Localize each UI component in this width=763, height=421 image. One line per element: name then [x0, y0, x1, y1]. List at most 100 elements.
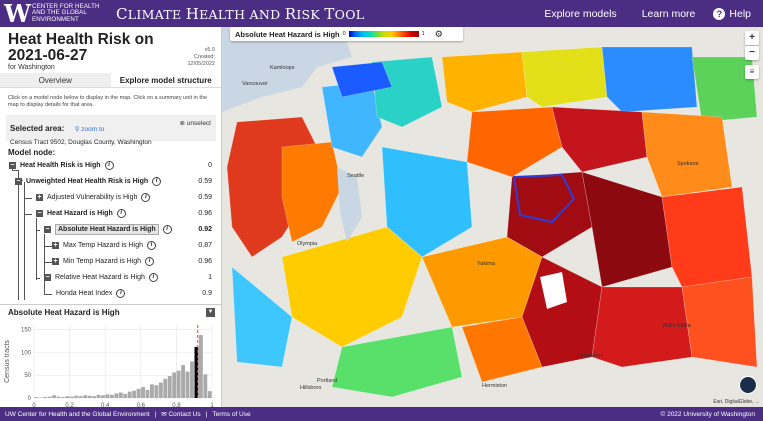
histogram-bar — [198, 335, 203, 398]
panel-header: Heat Health Risk on 2021-06-27 for Washi… — [0, 27, 221, 72]
histogram-bar — [74, 395, 79, 398]
version-info: v5.0 Created: 12/05/2022 — [187, 47, 215, 68]
basemap-toggle-button[interactable] — [739, 376, 757, 394]
y-tick-label: 50 — [24, 373, 31, 379]
histogram-bar — [167, 376, 172, 398]
selected-area-label: Selected area: — [10, 124, 65, 133]
tree-node[interactable]: + Adjusted Vulnerability is High i 0.59 — [36, 191, 221, 203]
terms-link[interactable]: Terms of Use — [212, 410, 251, 418]
collapse-icon[interactable]: − — [15, 177, 22, 185]
tree-node-label[interactable]: Unweighted Heat Health Risk is High — [26, 177, 149, 185]
map-place-label: Yakima — [477, 261, 496, 267]
map-view[interactable]: Kamloops Vancouver Spokane Seattle Olympia Ya… — [222, 27, 763, 407]
histogram-bar — [150, 384, 154, 398]
top-bar: W CENTER FOR HEALTH AND THE GLOBAL ENVIR… — [0, 0, 763, 27]
info-icon[interactable]: i — [116, 208, 126, 218]
info-icon[interactable]: i — [147, 240, 157, 250]
legend-title: Absolute Heat Hazard is High — [235, 29, 340, 39]
collapse-icon[interactable]: − — [44, 225, 51, 233]
title-part: H — [185, 4, 200, 23]
tree-node-label[interactable]: Min Temp Hazard is High — [63, 257, 142, 265]
tab-overview[interactable]: Overview — [0, 73, 111, 87]
histogram-panel: Absolute Heat Hazard is High ▼ 0 50 100 150… — [0, 304, 221, 407]
unselect-button[interactable]: ⊗ unselect — [180, 119, 211, 127]
histogram-bar — [141, 387, 145, 398]
tree-node[interactable]: − Unweighted Heat Health Risk is High i 0.5… — [15, 175, 221, 187]
tract-patch — [381, 146, 473, 258]
created-label: Created: — [193, 54, 215, 60]
tract-patch — [466, 106, 563, 178]
zoom-in-button[interactable]: + — [745, 31, 759, 45]
help-button[interactable]: ? Help — [713, 7, 751, 20]
tree-node-label[interactable]: Max Temp Hazard is High — [63, 241, 144, 249]
nav-explore-models[interactable]: Explore models — [544, 7, 617, 20]
expand-icon[interactable]: + — [52, 257, 59, 265]
tree-node-value: 1 — [208, 273, 212, 281]
info-icon[interactable]: i — [104, 160, 114, 170]
zoom-to-link[interactable]: ⚲ zoom to — [75, 126, 105, 133]
tree-node[interactable]: + Min Temp Hazard is High i 0.96 — [52, 255, 221, 267]
tree-node[interactable]: − Relative Heat Hazard is High i 1 — [44, 271, 221, 283]
tract-patch — [331, 61, 393, 98]
model-node-heading: Model node: — [8, 148, 56, 157]
histogram-bar — [127, 391, 132, 398]
histogram-bar — [69, 396, 74, 398]
tract-patch — [461, 316, 543, 383]
y-tick-label: 0 — [28, 396, 32, 402]
footer: UW Center for Health and the Global Envi… — [0, 407, 763, 421]
tree-node-label[interactable]: Relative Heat Hazard is High — [55, 273, 145, 281]
histogram-bar — [185, 371, 190, 398]
y-tick-label: 150 — [21, 328, 32, 334]
collapse-icon[interactable]: − — [9, 161, 16, 169]
tree-node[interactable]: + Max Temp Hazard is High i 0.87 — [52, 239, 221, 251]
tree-node-value: 0.59 — [198, 177, 212, 185]
tree-node-label[interactable]: Adjusted Vulnerability is High — [47, 193, 138, 201]
histogram-bar — [96, 394, 101, 398]
info-icon[interactable]: i — [152, 176, 162, 186]
histogram-bar — [47, 396, 52, 398]
tree-node-label[interactable]: Absolute Heat Hazard is High — [55, 223, 159, 235]
info-icon[interactable]: i — [141, 192, 151, 202]
tract-patch — [231, 266, 293, 368]
map-place-label: Olympia — [297, 241, 318, 247]
tree-node-value: 0.96 — [198, 257, 212, 265]
uw-logo[interactable]: W — [4, 0, 31, 28]
zoom-to-label: zoom to — [81, 126, 105, 133]
tree-node-label[interactable]: Heat Hazard is High — [47, 209, 113, 217]
layers-icon[interactable]: ≡ — [745, 65, 759, 79]
tract-patch — [551, 106, 648, 173]
collapse-icon[interactable]: − — [36, 209, 43, 217]
collapse-icon[interactable]: − — [44, 273, 51, 281]
tract-patch — [441, 51, 528, 113]
info-icon[interactable]: i — [116, 288, 126, 298]
histogram-bar — [34, 397, 39, 398]
title-part: T — [324, 4, 335, 23]
expand-icon[interactable]: + — [52, 241, 59, 249]
choropleth-map[interactable]: Kamloops Vancouver Spokane Seattle Olympia Ya… — [222, 27, 763, 407]
info-icon[interactable]: i — [145, 256, 155, 266]
tree-node[interactable]: Honda Heat Index i 0.9 — [52, 287, 221, 299]
tree-node-label[interactable]: Heat Health Risk is High — [20, 161, 101, 169]
title-part: EALTH AND — [199, 6, 285, 22]
chevron-down-icon[interactable]: ▼ — [206, 308, 215, 317]
tree-node-label[interactable]: Honda Heat Index — [56, 289, 113, 297]
gear-icon[interactable]: ⚙ — [434, 28, 443, 39]
legend-min: 0 — [342, 31, 346, 37]
info-icon[interactable]: i — [148, 272, 158, 282]
tree-node[interactable]: − Heat Hazard is High i 0.96 — [36, 207, 221, 219]
tab-explore-model-structure[interactable]: Explore model structure — [110, 73, 221, 87]
selected-area-box: Selected area: ⚲ zoom to ⊗ unselect Cens… — [6, 115, 216, 146]
histogram-bar — [114, 393, 119, 398]
info-icon[interactable]: i — [162, 224, 172, 234]
zoom-out-button[interactable]: − — [745, 46, 759, 60]
footer-separator: | — [154, 410, 157, 418]
nav-learn-more[interactable]: Learn more — [641, 7, 696, 20]
histogram-bar — [154, 385, 159, 398]
histogram-bar — [105, 394, 110, 398]
expand-icon[interactable]: + — [36, 193, 43, 201]
tree-node[interactable]: − Heat Health Risk is High i 0 — [9, 159, 221, 171]
contact-link[interactable]: ✉ Contact Us — [161, 411, 201, 418]
histogram-bar — [207, 391, 212, 398]
tree-node[interactable]: − Absolute Heat Hazard is High i 0.92 — [44, 223, 221, 235]
